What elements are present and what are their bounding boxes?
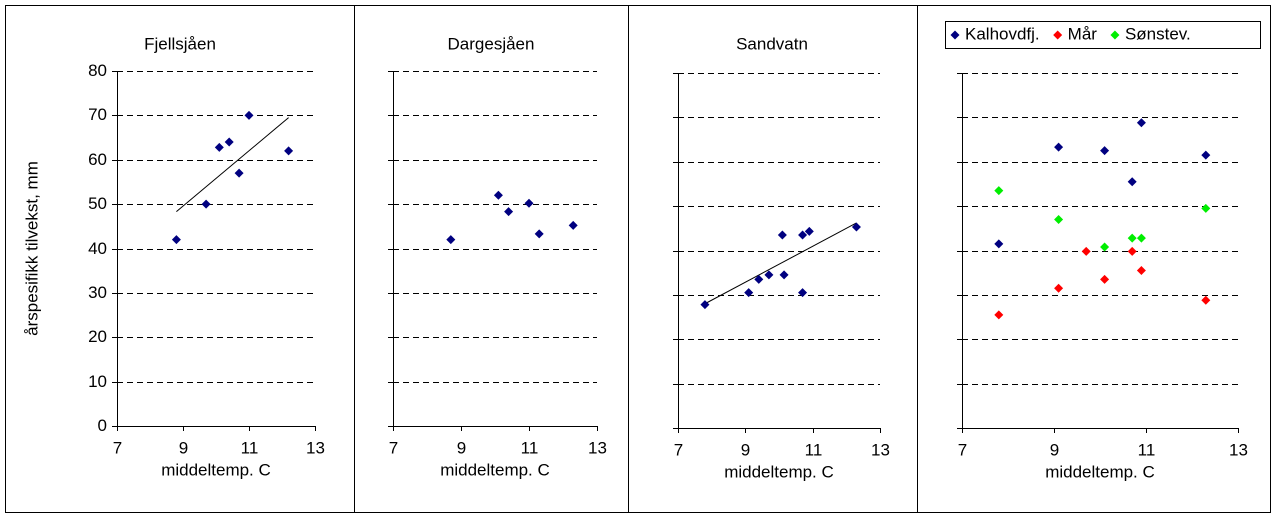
y-tick-label: 0 xyxy=(98,416,107,435)
point xyxy=(764,270,774,280)
point xyxy=(1201,295,1211,305)
x-tick-label: 7 xyxy=(674,440,683,459)
y-tick-label: 10 xyxy=(88,372,107,391)
point xyxy=(284,146,294,156)
x-tick-label: 9 xyxy=(1050,440,1059,459)
legend-box xyxy=(945,21,1261,49)
point xyxy=(798,230,808,240)
y-axis-label: årspesifikk tilvekst, mm xyxy=(22,161,41,336)
point xyxy=(524,198,534,208)
point xyxy=(244,110,254,120)
chart-title: Dargesjåen xyxy=(448,34,535,53)
x-tick-label: 11 xyxy=(805,440,823,459)
point xyxy=(201,199,211,209)
point xyxy=(1201,203,1211,213)
point xyxy=(1136,118,1146,128)
y-tick-label: 30 xyxy=(88,283,107,302)
point xyxy=(777,230,787,240)
y-tick-label: 70 xyxy=(88,105,107,124)
point xyxy=(1100,146,1110,156)
y-tick-label: 40 xyxy=(88,239,107,258)
point xyxy=(171,235,181,245)
x-tick-label: 13 xyxy=(588,438,607,457)
x-tick-label: 11 xyxy=(521,438,539,457)
legend-marker xyxy=(1053,30,1063,40)
trendline xyxy=(176,117,289,213)
x-tick-label: 7 xyxy=(389,438,398,457)
point xyxy=(568,220,578,230)
point xyxy=(1081,246,1091,256)
legend-marker xyxy=(950,30,960,40)
x-tick-label: 7 xyxy=(958,440,967,459)
chart-title: Sandvatn xyxy=(736,34,808,53)
point xyxy=(504,207,514,217)
x-axis-label: middeltemp. C xyxy=(161,460,271,479)
point xyxy=(446,235,456,245)
point xyxy=(1100,242,1110,252)
point xyxy=(1201,150,1211,160)
point xyxy=(798,288,808,298)
point xyxy=(744,288,754,298)
point xyxy=(214,142,224,152)
point xyxy=(234,168,244,178)
x-axis-label: middeltemp. C xyxy=(724,462,834,481)
x-tick-label: 13 xyxy=(1229,440,1248,459)
point xyxy=(1054,214,1064,224)
y-tick-label: 60 xyxy=(88,150,107,169)
point xyxy=(224,137,234,147)
point xyxy=(779,270,789,280)
point xyxy=(700,300,710,310)
point xyxy=(1127,246,1137,256)
x-tick-label: 9 xyxy=(457,438,466,457)
x-tick-label: 13 xyxy=(871,440,890,459)
point xyxy=(804,226,814,236)
legend-label: Kalhovdfj. xyxy=(965,24,1040,43)
x-tick-label: 13 xyxy=(306,438,325,457)
legend-label: Sønstev. xyxy=(1125,24,1191,43)
x-tick-label: 11 xyxy=(1138,440,1156,459)
chart-title: Fjellsjåen xyxy=(144,34,216,53)
point xyxy=(1127,177,1137,187)
y-tick-label: 80 xyxy=(88,61,107,80)
point xyxy=(1100,274,1110,284)
x-tick-label: 7 xyxy=(113,438,122,457)
point xyxy=(994,310,1004,320)
point xyxy=(534,229,544,239)
point xyxy=(851,222,861,232)
x-tick-label: 11 xyxy=(241,438,259,457)
point xyxy=(1136,233,1146,243)
point xyxy=(994,239,1004,249)
point xyxy=(493,190,503,200)
x-axis-label: middeltemp. C xyxy=(440,460,550,479)
legend-marker xyxy=(1110,30,1120,40)
point xyxy=(1054,142,1064,152)
x-tick-label: 9 xyxy=(741,440,750,459)
frame xyxy=(5,5,1271,513)
x-axis-label: middeltemp. C xyxy=(1045,462,1155,481)
y-tick-label: 20 xyxy=(88,327,107,346)
x-tick-label: 9 xyxy=(179,438,188,457)
point xyxy=(994,186,1004,196)
point xyxy=(1136,265,1146,275)
legend-label: Mår xyxy=(1068,24,1098,43)
y-tick-label: 50 xyxy=(88,194,107,213)
point xyxy=(1127,233,1137,243)
point xyxy=(754,274,764,284)
trendline xyxy=(704,222,857,305)
point xyxy=(1054,283,1064,293)
